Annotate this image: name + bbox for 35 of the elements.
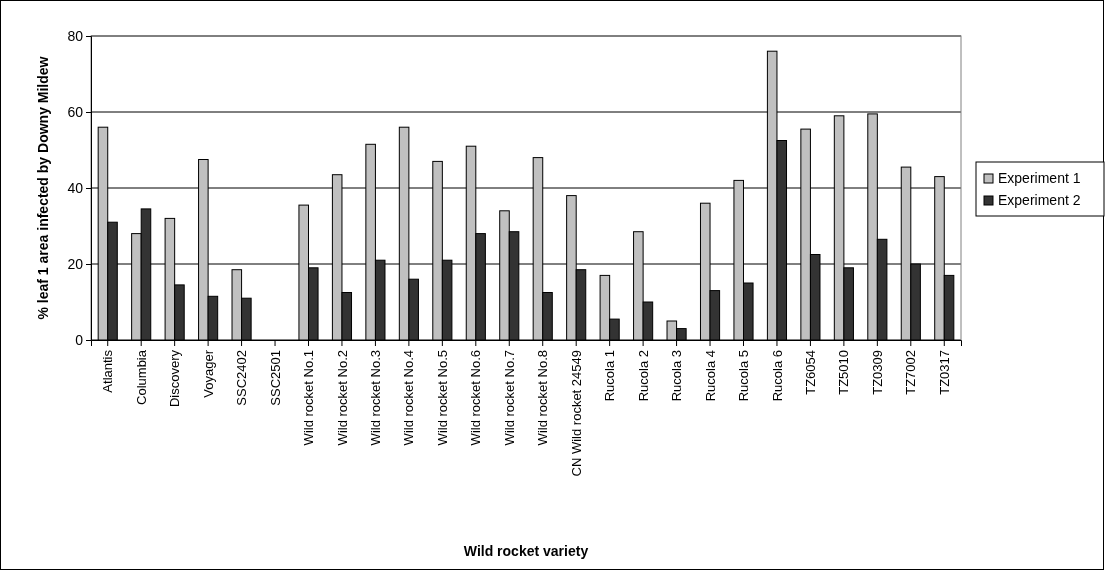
x-tick-label: Rucola 1 [602,350,618,402]
x-tick-label: Atlantis [100,349,116,393]
x-tick-label: TZ7002 [903,350,919,395]
x-tick-label: Rucola 4 [702,350,718,402]
x-tick-label: CN Wild rocket 24549 [568,350,584,477]
x-tick-label: Discovery [167,349,183,408]
x-tick-label: Rucola 2 [635,350,651,402]
x-tick-label: Voyager [200,349,216,398]
y-tick-label: 80 [67,27,84,44]
x-tick-label: TZ0317 [936,350,952,395]
x-tick-label: Wild rocket No.4 [401,350,417,446]
y-tick-label: 40 [67,179,84,196]
x-tick-label: Wild rocket No.6 [468,350,484,446]
x-tick-label: Wild rocket No.2 [334,350,350,446]
x-tick-label: Wild rocket No.5 [434,350,450,446]
x-tick-label: Wild rocket No.8 [535,350,551,446]
x-tick-label: TZ5010 [836,350,852,395]
x-tick-label: Rucola 3 [669,350,685,402]
y-tick-label: 20 [67,255,84,272]
x-tick-label: TZ0309 [869,350,885,395]
x-tick-label: TZ6054 [802,350,818,395]
x-tick-label: Wild rocket No.1 [301,350,317,446]
x-tick-label: Rucola 5 [736,350,752,402]
y-tick-label: 0 [75,331,84,348]
legend-label: Experiment 2 [998,192,1081,208]
x-tick-label: Wild rocket No.3 [367,350,383,446]
y-axis-title: % leaf 1 area infected by Downy Mildew [35,56,51,320]
legend-label: Experiment 1 [998,170,1081,186]
x-tick-label: Wild rocket No.7 [501,350,517,446]
x-tick-label: SSC2402 [234,350,250,406]
x-axis-title: Wild rocket variety [463,543,589,559]
y-tick-label: 60 [67,103,84,120]
x-tick-label: Rucola 6 [769,350,785,402]
x-tick-label: SSC2501 [267,350,283,406]
x-tick-label: Columbia [133,349,149,405]
